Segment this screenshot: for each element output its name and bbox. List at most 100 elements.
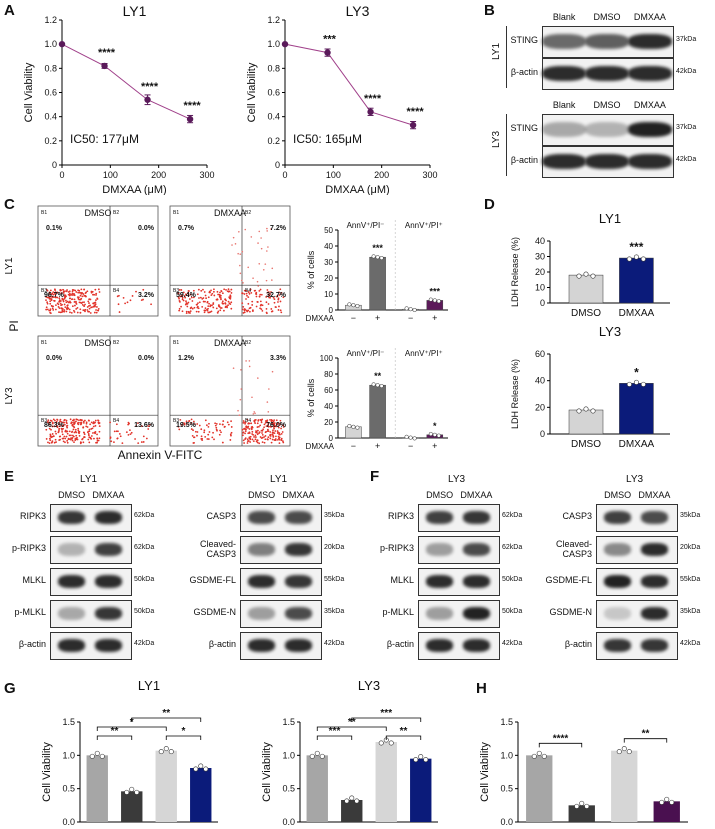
bar — [375, 742, 397, 822]
replicate-dot — [428, 431, 433, 437]
scatter-dot — [254, 438, 257, 441]
scatter-dot — [242, 421, 245, 424]
scatter-dot — [115, 423, 118, 426]
y-tick-label: 10 — [535, 283, 545, 293]
scatter-dots — [177, 227, 285, 315]
protein-band — [604, 606, 632, 620]
protein-band — [94, 574, 122, 588]
bar — [121, 791, 143, 822]
panel-label-c: C — [4, 196, 15, 213]
replicate-dot — [404, 434, 409, 439]
protein-band — [426, 606, 454, 620]
scatter-dot — [257, 242, 259, 244]
protein-band — [584, 65, 630, 81]
significance-bracket — [96, 735, 133, 740]
scatter-dot — [66, 304, 69, 307]
scatter-dot — [178, 307, 181, 310]
scatter-dot — [180, 294, 183, 297]
protein-band — [58, 606, 86, 620]
kda-label: 55kDa — [680, 576, 701, 583]
quadrant-percent: 0.7% — [178, 225, 195, 232]
scatter-dot — [82, 426, 85, 429]
scatter-dot — [215, 307, 218, 310]
scatter-dot — [239, 264, 241, 267]
scatter-dot — [54, 292, 56, 295]
scatter-dot — [142, 441, 145, 443]
scatter-dot — [241, 292, 243, 295]
scatter-dot — [279, 300, 282, 303]
scatter-dot — [273, 425, 276, 428]
category-label: DMXAA — [619, 308, 655, 319]
scatter-dot — [260, 308, 263, 311]
scatter-dot — [274, 306, 277, 308]
replicate-dot — [351, 303, 356, 308]
scatter-dot — [269, 433, 272, 436]
scatter-dot — [277, 301, 279, 303]
scatter-dot — [219, 291, 221, 294]
replicate-dot — [89, 753, 95, 759]
scatter-dot — [254, 422, 257, 425]
scatter-dot — [246, 294, 248, 297]
cell-line-label: LY3 — [4, 387, 15, 404]
scatter-dot — [97, 419, 100, 422]
protein-band — [604, 510, 632, 524]
replicate-dot — [408, 435, 413, 440]
quadrant-percent: 3.2% — [138, 292, 155, 299]
scatter-dot — [272, 429, 274, 432]
scatter-dot — [256, 433, 259, 436]
cell-line-label: LY3 — [491, 130, 503, 149]
scatter-dot — [179, 301, 181, 303]
scatter-dot — [45, 306, 48, 309]
lane-header: DMSO — [604, 490, 632, 500]
scatter-dot — [229, 303, 232, 306]
category-label: DMXAA — [619, 439, 655, 450]
scatter-dot — [201, 305, 204, 308]
quadrant-id: B3 — [41, 288, 47, 294]
replicate-dot — [412, 307, 417, 313]
quadrant-id: B2 — [245, 210, 251, 216]
scatter-dot — [180, 289, 183, 291]
y-axis-label: Cell Viability — [479, 742, 491, 802]
scatter-dot — [197, 288, 200, 291]
scatter-dot — [73, 301, 76, 303]
replicate-dot — [355, 303, 360, 309]
lane-header: DMXAA — [633, 100, 666, 110]
chart-title: LY3 — [358, 678, 380, 693]
band-label: β-actin — [510, 67, 538, 77]
scatter-dot — [229, 439, 232, 441]
scatter-dot — [49, 439, 52, 442]
protein-band — [426, 542, 454, 556]
scatter-dot — [67, 293, 70, 296]
bar-group-header: AnnV⁺/PI⁻ — [347, 221, 385, 230]
scatter-dot — [272, 296, 275, 299]
y-tick-label: 1.5 — [500, 717, 513, 727]
scatter-dot — [220, 307, 223, 309]
scatter-dot — [117, 430, 119, 433]
scatter-dot — [188, 290, 190, 292]
scatter-dot — [216, 290, 219, 293]
scatter-dot — [256, 422, 259, 425]
replicate-dot — [388, 740, 394, 746]
scatter-dot — [51, 307, 54, 310]
scatter-dot — [248, 310, 251, 313]
quadrant-percent: 1.2% — [178, 355, 195, 362]
scatter-dot — [50, 420, 53, 422]
scatter-dot — [266, 430, 269, 433]
protein-band — [248, 574, 276, 588]
scatter-dot — [217, 293, 220, 296]
scatter-dot — [241, 250, 244, 253]
scatter-dot — [262, 269, 265, 271]
scatter-dot — [79, 441, 82, 444]
scatter-dot — [66, 424, 69, 427]
scatter-dot — [271, 370, 274, 373]
scatter-dot — [188, 298, 191, 300]
scatter-dot — [230, 301, 233, 304]
scatter-dot — [113, 441, 115, 444]
scatter-dot — [68, 292, 71, 295]
scatter-dot — [58, 299, 61, 301]
scatter-dot — [63, 303, 66, 306]
significance-stars: *** — [372, 243, 383, 253]
protein-band — [627, 65, 672, 81]
scatter-dot — [85, 422, 88, 425]
scatter-dot — [261, 432, 263, 434]
